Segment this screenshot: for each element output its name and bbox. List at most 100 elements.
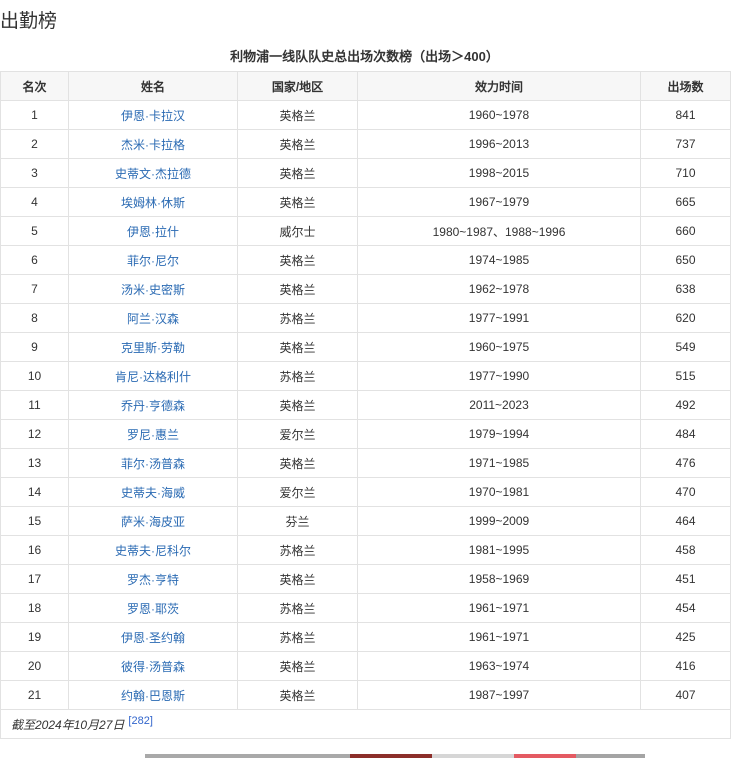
- appearances-cell: 515: [640, 361, 731, 391]
- period-cell: 1963~1974: [357, 651, 641, 681]
- player-link[interactable]: 史蒂文·杰拉德: [115, 166, 191, 181]
- player-link[interactable]: 伊恩·拉什: [127, 224, 179, 239]
- country-cell: 英格兰: [237, 390, 358, 420]
- player-name-cell: 伊恩·圣约翰: [68, 622, 238, 652]
- rank-cell: 5: [0, 216, 69, 246]
- player-link[interactable]: 埃姆林·休斯: [121, 195, 185, 210]
- player-link[interactable]: 肯尼·达格利什: [115, 369, 191, 384]
- player-name-cell: 史蒂文·杰拉德: [68, 158, 238, 188]
- player-name-cell: 彼得·汤普森: [68, 651, 238, 681]
- player-link[interactable]: 乔丹·亨德森: [121, 398, 185, 413]
- period-cell: 1980~1987、1988~1996: [357, 216, 641, 246]
- appearances-cell: 484: [640, 419, 731, 449]
- period-cell: 1960~1975: [357, 332, 641, 362]
- rank-cell: 19: [0, 622, 69, 652]
- appearances-cell: 549: [640, 332, 731, 362]
- appearances-cell: 660: [640, 216, 731, 246]
- period-cell: 1998~2015: [357, 158, 641, 188]
- rank-cell: 9: [0, 332, 69, 362]
- player-link[interactable]: 菲尔·汤普森: [121, 456, 185, 471]
- player-name-cell: 伊恩·卡拉汉: [68, 100, 238, 130]
- player-link[interactable]: 罗恩·耶茨: [127, 601, 179, 616]
- table-caption: 利物浦一线队队史总出场次数榜（出场＞400）: [230, 49, 499, 64]
- table-row: 4 埃姆林·休斯 英格兰 1967~1979 665: [0, 187, 731, 217]
- period-cell: 1960~1978: [357, 100, 641, 130]
- appearances-cell: 454: [640, 593, 731, 623]
- player-link[interactable]: 史蒂夫·尼科尔: [115, 543, 191, 558]
- player-name-cell: 史蒂夫·海威: [68, 477, 238, 507]
- rank-cell: 16: [0, 535, 69, 565]
- country-cell: 英格兰: [237, 129, 358, 159]
- column-header: 名次: [0, 71, 69, 101]
- player-link[interactable]: 菲尔·尼尔: [127, 253, 179, 268]
- player-link[interactable]: 汤米·史密斯: [121, 282, 185, 297]
- player-link[interactable]: 阿兰·汉森: [127, 311, 179, 326]
- player-name-cell: 菲尔·尼尔: [68, 245, 238, 275]
- player-link[interactable]: 约翰·巴恩斯: [121, 688, 185, 703]
- rank-cell: 12: [0, 419, 69, 449]
- rank-cell: 18: [0, 593, 69, 623]
- period-cell: 1974~1985: [357, 245, 641, 275]
- country-cell: 英格兰: [237, 187, 358, 217]
- player-link[interactable]: 彼得·汤普森: [121, 659, 185, 674]
- player-name-cell: 萨米·海皮亚: [68, 506, 238, 536]
- column-header: 国家/地区: [237, 71, 358, 101]
- table-row: 19 伊恩·圣约翰 苏格兰 1961~1971 425: [0, 622, 731, 652]
- country-cell: 英格兰: [237, 680, 358, 710]
- rank-cell: 21: [0, 680, 69, 710]
- table-row: 1 伊恩·卡拉汉 英格兰 1960~1978 841: [0, 100, 731, 130]
- rank-cell: 20: [0, 651, 69, 681]
- country-cell: 英格兰: [237, 100, 358, 130]
- period-cell: 1996~2013: [357, 129, 641, 159]
- rank-cell: 7: [0, 274, 69, 304]
- table-row: 2 杰米·卡拉格 英格兰 1996~2013 737: [0, 129, 731, 159]
- player-link[interactable]: 罗尼·惠兰: [127, 427, 179, 442]
- table-row: 5 伊恩·拉什 威尔士 1980~1987、1988~1996 660: [0, 216, 731, 246]
- period-cell: 1967~1979: [357, 187, 641, 217]
- country-cell: 英格兰: [237, 332, 358, 362]
- player-link[interactable]: 萨米·海皮亚: [121, 514, 185, 529]
- country-cell: 英格兰: [237, 158, 358, 188]
- player-link[interactable]: 罗杰·亨特: [127, 572, 179, 587]
- player-name-cell: 伊恩·拉什: [68, 216, 238, 246]
- rank-cell: 13: [0, 448, 69, 478]
- player-link[interactable]: 史蒂夫·海威: [121, 485, 185, 500]
- appearances-cell: 407: [640, 680, 731, 710]
- country-cell: 爱尔兰: [237, 477, 358, 507]
- rank-cell: 14: [0, 477, 69, 507]
- table-header-row: 名次 姓名 国家/地区 效力时间 出场数: [0, 71, 731, 101]
- column-header: 出场数: [640, 71, 731, 101]
- appearances-cell: 425: [640, 622, 731, 652]
- table-row: 16 史蒂夫·尼科尔 苏格兰 1981~1995 458: [0, 535, 731, 565]
- period-cell: 1977~1990: [357, 361, 641, 391]
- period-cell: 1999~2009: [357, 506, 641, 536]
- player-link[interactable]: 克里斯·劳勒: [121, 340, 185, 355]
- country-cell: 英格兰: [237, 651, 358, 681]
- player-link[interactable]: 杰米·卡拉格: [121, 137, 185, 152]
- player-name-cell: 肯尼·达格利什: [68, 361, 238, 391]
- player-name-cell: 埃姆林·休斯: [68, 187, 238, 217]
- player-name-cell: 杰米·卡拉格: [68, 129, 238, 159]
- appearances-cell: 710: [640, 158, 731, 188]
- column-header: 效力时间: [357, 71, 641, 101]
- player-link[interactable]: 伊恩·卡拉汉: [121, 108, 185, 123]
- table-row: 15 萨米·海皮亚 芬兰 1999~2009 464: [0, 506, 731, 536]
- rank-cell: 8: [0, 303, 69, 333]
- rank-cell: 17: [0, 564, 69, 594]
- table-row: 6 菲尔·尼尔 英格兰 1974~1985 650: [0, 245, 731, 275]
- appearances-table: 名次 姓名 国家/地区 效力时间 出场数 1 伊恩·卡拉汉 英格兰 1960~1978 841 2…: [0, 71, 731, 739]
- rank-cell: 2: [0, 129, 69, 159]
- appearances-cell: 476: [640, 448, 731, 478]
- appearances-cell: 841: [640, 100, 731, 130]
- appearances-cell: 458: [640, 535, 731, 565]
- table-row: 11 乔丹·亨德森 英格兰 2011~2023 492: [0, 390, 731, 420]
- period-cell: 1971~1985: [357, 448, 641, 478]
- footnote-cell: 截至2024年10月27日 [282]: [0, 709, 731, 739]
- period-cell: 1961~1971: [357, 622, 641, 652]
- player-name-cell: 史蒂夫·尼科尔: [68, 535, 238, 565]
- table-row: 10 肯尼·达格利什 苏格兰 1977~1990 515: [0, 361, 731, 391]
- appearances-cell: 737: [640, 129, 731, 159]
- reference-link[interactable]: [282]: [128, 715, 153, 727]
- table-row: 13 菲尔·汤普森 英格兰 1971~1985 476: [0, 448, 731, 478]
- player-link[interactable]: 伊恩·圣约翰: [121, 630, 185, 645]
